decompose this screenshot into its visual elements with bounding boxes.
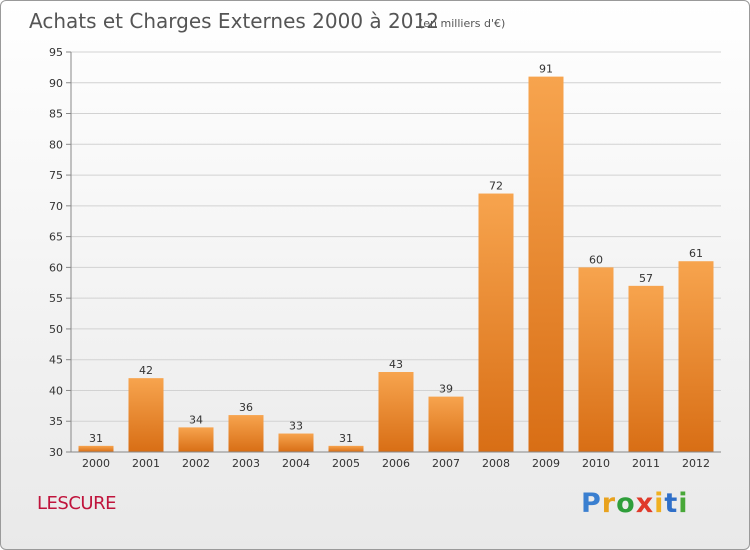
bar-2002 xyxy=(178,427,214,452)
bar-2003 xyxy=(228,415,264,452)
x-tick-label-2004: 2004 xyxy=(282,457,310,470)
value-label-2012: 61 xyxy=(689,247,703,260)
bar-2011 xyxy=(628,285,664,452)
x-tick-label-2012: 2012 xyxy=(682,457,710,470)
chart-subtitle: (en milliers d'€) xyxy=(419,17,505,30)
y-tick-label: 65 xyxy=(49,231,63,244)
bar-2008 xyxy=(478,193,514,453)
y-tick-label: 95 xyxy=(49,46,63,59)
grid-layer xyxy=(71,51,721,453)
y-tick-label: 40 xyxy=(49,384,63,397)
value-label-2005: 31 xyxy=(339,432,353,445)
y-tick-label: 85 xyxy=(49,108,63,121)
y-tick-label: 30 xyxy=(49,446,63,459)
bar-2004 xyxy=(278,433,314,452)
bar-2012 xyxy=(678,261,714,452)
value-label-2000: 31 xyxy=(89,432,103,445)
x-tick-label-2008: 2008 xyxy=(482,457,510,470)
value-label-2004: 33 xyxy=(289,420,303,433)
bar-2007 xyxy=(428,396,464,452)
x-tick-label-2000: 2000 xyxy=(82,457,110,470)
value-label-2011: 57 xyxy=(639,272,653,285)
bar-2006 xyxy=(378,372,414,452)
y-tick-label: 35 xyxy=(49,415,63,428)
value-label-2001: 42 xyxy=(139,364,153,377)
y-tick-label: 50 xyxy=(49,323,63,336)
y-tick-label: 45 xyxy=(49,354,63,367)
commune-name: LESCURE xyxy=(37,493,116,514)
y-tick-label: 55 xyxy=(49,292,63,305)
value-label-2008: 72 xyxy=(489,180,503,193)
axis-layer: 30 35 40 45 50 55 60 65 70 75 80 85 90 95 2000 2001 2002… xyxy=(49,46,721,470)
logo-letter: P xyxy=(581,488,602,519)
x-tick-label-2006: 2006 xyxy=(382,457,410,470)
chart-title: Achats et Charges Externes 2000 à 2012 xyxy=(29,9,439,33)
logo-letter: i xyxy=(654,488,665,519)
value-label-2003: 36 xyxy=(239,401,253,414)
bar-2009 xyxy=(528,76,564,452)
bar-2010 xyxy=(578,267,614,452)
bar-2000 xyxy=(78,445,114,452)
logo-letter: t xyxy=(664,488,679,519)
x-tick-label-2005: 2005 xyxy=(332,457,360,470)
x-tick-label-2003: 2003 xyxy=(232,457,260,470)
value-label-2007: 39 xyxy=(439,383,453,396)
value-label-2010: 60 xyxy=(589,253,603,266)
value-label-2002: 34 xyxy=(189,413,203,426)
x-tick-label-2001: 2001 xyxy=(132,457,160,470)
x-tick-label-2011: 2011 xyxy=(632,457,660,470)
proxiti-logo: Proxiti xyxy=(581,488,689,519)
x-tick-label-2010: 2010 xyxy=(582,457,610,470)
bar-2005 xyxy=(328,445,364,452)
bar-layer: 31 42 34 36 33 31 43 39 72 91 60 57 61 xyxy=(78,63,714,453)
x-tick-label-2009: 2009 xyxy=(532,457,560,470)
x-tick-label-2007: 2007 xyxy=(432,457,460,470)
y-tick-label: 80 xyxy=(49,138,63,151)
bar-2001 xyxy=(128,378,164,452)
y-tick-label: 75 xyxy=(49,169,63,182)
logo-letter: i xyxy=(678,488,689,519)
value-label-2009: 91 xyxy=(539,63,553,76)
y-tick-label: 90 xyxy=(49,77,63,90)
y-tick-label: 70 xyxy=(49,200,63,213)
logo-letter: r xyxy=(601,488,617,519)
logo-letter: x xyxy=(635,488,655,519)
logo-letter: o xyxy=(616,488,636,519)
x-tick-label-2002: 2002 xyxy=(182,457,210,470)
value-label-2006: 43 xyxy=(389,358,403,371)
y-tick-label: 60 xyxy=(49,261,63,274)
